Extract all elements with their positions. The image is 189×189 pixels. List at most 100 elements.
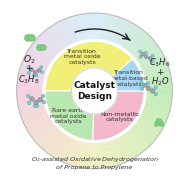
Circle shape <box>154 92 158 96</box>
Wedge shape <box>17 91 94 98</box>
Wedge shape <box>94 91 132 160</box>
Wedge shape <box>23 59 94 91</box>
Wedge shape <box>94 91 153 144</box>
Circle shape <box>28 34 35 41</box>
Wedge shape <box>94 91 167 120</box>
Wedge shape <box>54 23 94 91</box>
Wedge shape <box>94 74 171 91</box>
Wedge shape <box>66 18 94 91</box>
Wedge shape <box>80 91 94 168</box>
Wedge shape <box>44 91 94 152</box>
Wedge shape <box>94 26 138 91</box>
Wedge shape <box>69 17 94 91</box>
Wedge shape <box>94 39 153 91</box>
Wedge shape <box>31 44 94 91</box>
Wedge shape <box>74 15 94 91</box>
Text: $H_2O$: $H_2O$ <box>151 76 169 88</box>
Wedge shape <box>94 91 172 102</box>
Wedge shape <box>94 91 172 94</box>
Wedge shape <box>94 37 151 91</box>
Wedge shape <box>94 48 160 91</box>
Wedge shape <box>94 13 103 91</box>
Circle shape <box>151 60 154 63</box>
Wedge shape <box>88 91 94 169</box>
Wedge shape <box>94 47 160 91</box>
Wedge shape <box>42 32 94 91</box>
Text: $O_2$: $O_2$ <box>23 54 35 66</box>
Wedge shape <box>94 27 140 91</box>
Wedge shape <box>94 16 119 91</box>
Text: Non-metallic
catalysts: Non-metallic catalysts <box>100 112 139 122</box>
Wedge shape <box>94 91 107 168</box>
Wedge shape <box>17 81 94 91</box>
Wedge shape <box>94 91 166 124</box>
Wedge shape <box>85 91 94 168</box>
Wedge shape <box>45 30 94 91</box>
Wedge shape <box>17 84 94 91</box>
Wedge shape <box>46 91 94 153</box>
Wedge shape <box>17 86 94 91</box>
Wedge shape <box>90 91 94 169</box>
Wedge shape <box>94 34 149 91</box>
Wedge shape <box>93 91 144 140</box>
Wedge shape <box>18 77 94 91</box>
Wedge shape <box>86 13 94 91</box>
Wedge shape <box>94 91 108 168</box>
Wedge shape <box>94 91 162 131</box>
Wedge shape <box>94 77 171 91</box>
Wedge shape <box>94 16 117 91</box>
Wedge shape <box>50 91 94 156</box>
Circle shape <box>40 44 46 51</box>
Wedge shape <box>94 91 130 161</box>
Wedge shape <box>94 91 172 95</box>
Circle shape <box>36 44 43 51</box>
Wedge shape <box>50 26 94 91</box>
Wedge shape <box>57 91 94 160</box>
Wedge shape <box>37 91 94 144</box>
Wedge shape <box>22 91 94 120</box>
Wedge shape <box>94 80 172 91</box>
Wedge shape <box>94 91 165 125</box>
Wedge shape <box>94 24 136 91</box>
Wedge shape <box>94 91 106 168</box>
Wedge shape <box>94 91 137 157</box>
Wedge shape <box>94 91 157 139</box>
Wedge shape <box>20 67 94 91</box>
Wedge shape <box>94 13 100 91</box>
Circle shape <box>38 98 43 102</box>
Wedge shape <box>30 46 94 91</box>
Wedge shape <box>52 25 94 91</box>
Wedge shape <box>94 91 172 96</box>
Wedge shape <box>52 91 94 157</box>
Wedge shape <box>56 91 94 159</box>
Wedge shape <box>21 91 94 118</box>
Wedge shape <box>94 91 171 108</box>
Wedge shape <box>39 35 94 91</box>
Wedge shape <box>27 51 94 91</box>
Text: +: + <box>156 68 164 77</box>
Wedge shape <box>94 91 145 151</box>
Wedge shape <box>53 91 94 158</box>
Wedge shape <box>93 91 95 169</box>
Wedge shape <box>54 91 94 159</box>
Wedge shape <box>17 91 94 99</box>
Wedge shape <box>59 21 94 91</box>
Wedge shape <box>19 91 94 110</box>
Circle shape <box>33 104 37 108</box>
Wedge shape <box>85 13 94 91</box>
Wedge shape <box>23 91 94 123</box>
Wedge shape <box>55 23 94 91</box>
Wedge shape <box>94 64 168 91</box>
Wedge shape <box>94 91 154 142</box>
Wedge shape <box>46 91 94 153</box>
Wedge shape <box>42 91 94 150</box>
Wedge shape <box>17 91 94 93</box>
Wedge shape <box>34 41 94 91</box>
Circle shape <box>24 34 32 41</box>
Wedge shape <box>94 91 155 141</box>
Wedge shape <box>94 51 162 91</box>
Circle shape <box>26 94 30 98</box>
Wedge shape <box>94 91 146 151</box>
Wedge shape <box>89 91 94 169</box>
Wedge shape <box>94 91 163 129</box>
